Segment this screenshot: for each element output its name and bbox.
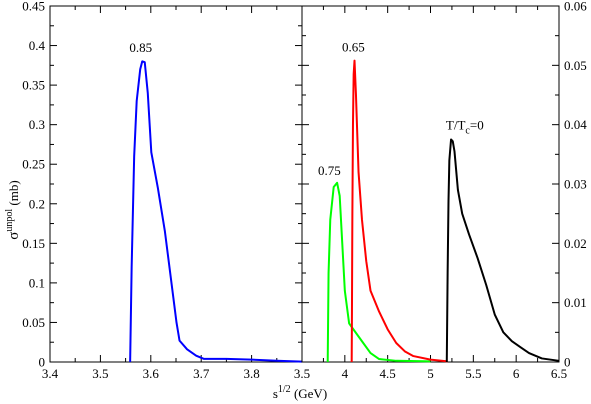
left-plot-frame (49, 5, 303, 363)
right-y-tick-label: 0.02 (564, 236, 587, 251)
left-series-line-0 (129, 60, 303, 363)
right-y-tick-label: 0.04 (564, 117, 587, 132)
right-series-line-1 (350, 59, 448, 363)
right-x-tick-label: 4 (342, 366, 349, 381)
left-y-tick-label: 0.2 (29, 196, 45, 211)
right-x-tick-label: 6.5 (551, 366, 567, 381)
left-x-tick-label: 3.4 (42, 366, 59, 381)
left-y-tick-label: 0.1 (29, 275, 45, 290)
right-series-label-2: T/Tc=0 (446, 117, 484, 136)
left-x-tick-label: 3.5 (92, 366, 108, 381)
right-y-tick-label: 0.01 (564, 295, 587, 310)
right-series-line-0 (326, 181, 431, 363)
right-x-tick-label: 3.5 (294, 366, 310, 381)
right-y-tick-label: 0.05 (564, 58, 587, 73)
right-x-tick-label: 5.5 (465, 366, 481, 381)
left-y-tick-label: 0.45 (22, 0, 45, 14)
left-panel: 3.4 3.5 3.6 3.7 3.8 0 0.05 0.1 0.15 0.2 0.25 0.3 0.3… (22, 0, 303, 381)
right-plot-frame (301, 5, 560, 363)
left-y-tick-label: 0 (39, 355, 46, 370)
right-x-tick-label: 4.5 (380, 366, 396, 381)
left-series-label-0: 0.85 (129, 40, 152, 55)
right-panel: 3.5 4 4.5 5 5.5 6 6.50 0.01 0.02 0.03 0.04 0.05 0.06… (294, 0, 587, 381)
left-y-tick-label: 0.3 (29, 117, 45, 132)
right-series-label-0: 0.75 (318, 163, 341, 178)
left-y-tick-label: 0.15 (22, 236, 45, 251)
right-y-tick-label: 0 (564, 355, 571, 370)
right-x-tick-label: 6 (513, 366, 520, 381)
right-y-tick-label: 0.06 (564, 0, 587, 14)
right-x-tick-label: 5 (427, 366, 434, 381)
x-axis-label: s1/2 (GeV) (273, 384, 327, 401)
left-y-tick-label: 0.05 (22, 315, 45, 330)
left-y-tick-label: 0.35 (22, 78, 45, 93)
y-axis-label: σunpol (mb) (4, 180, 22, 239)
left-x-tick-label: 3.7 (193, 366, 210, 381)
right-series-label-1: 0.65 (342, 40, 365, 55)
right-series-line-2 (445, 138, 560, 363)
left-x-tick-label: 3.6 (143, 366, 160, 381)
right-y-tick-label: 0.03 (564, 177, 587, 192)
left-y-tick-label: 0.25 (22, 157, 45, 172)
left-x-tick-label: 3.8 (243, 366, 259, 381)
left-y-tick-label: 0.4 (29, 38, 46, 53)
